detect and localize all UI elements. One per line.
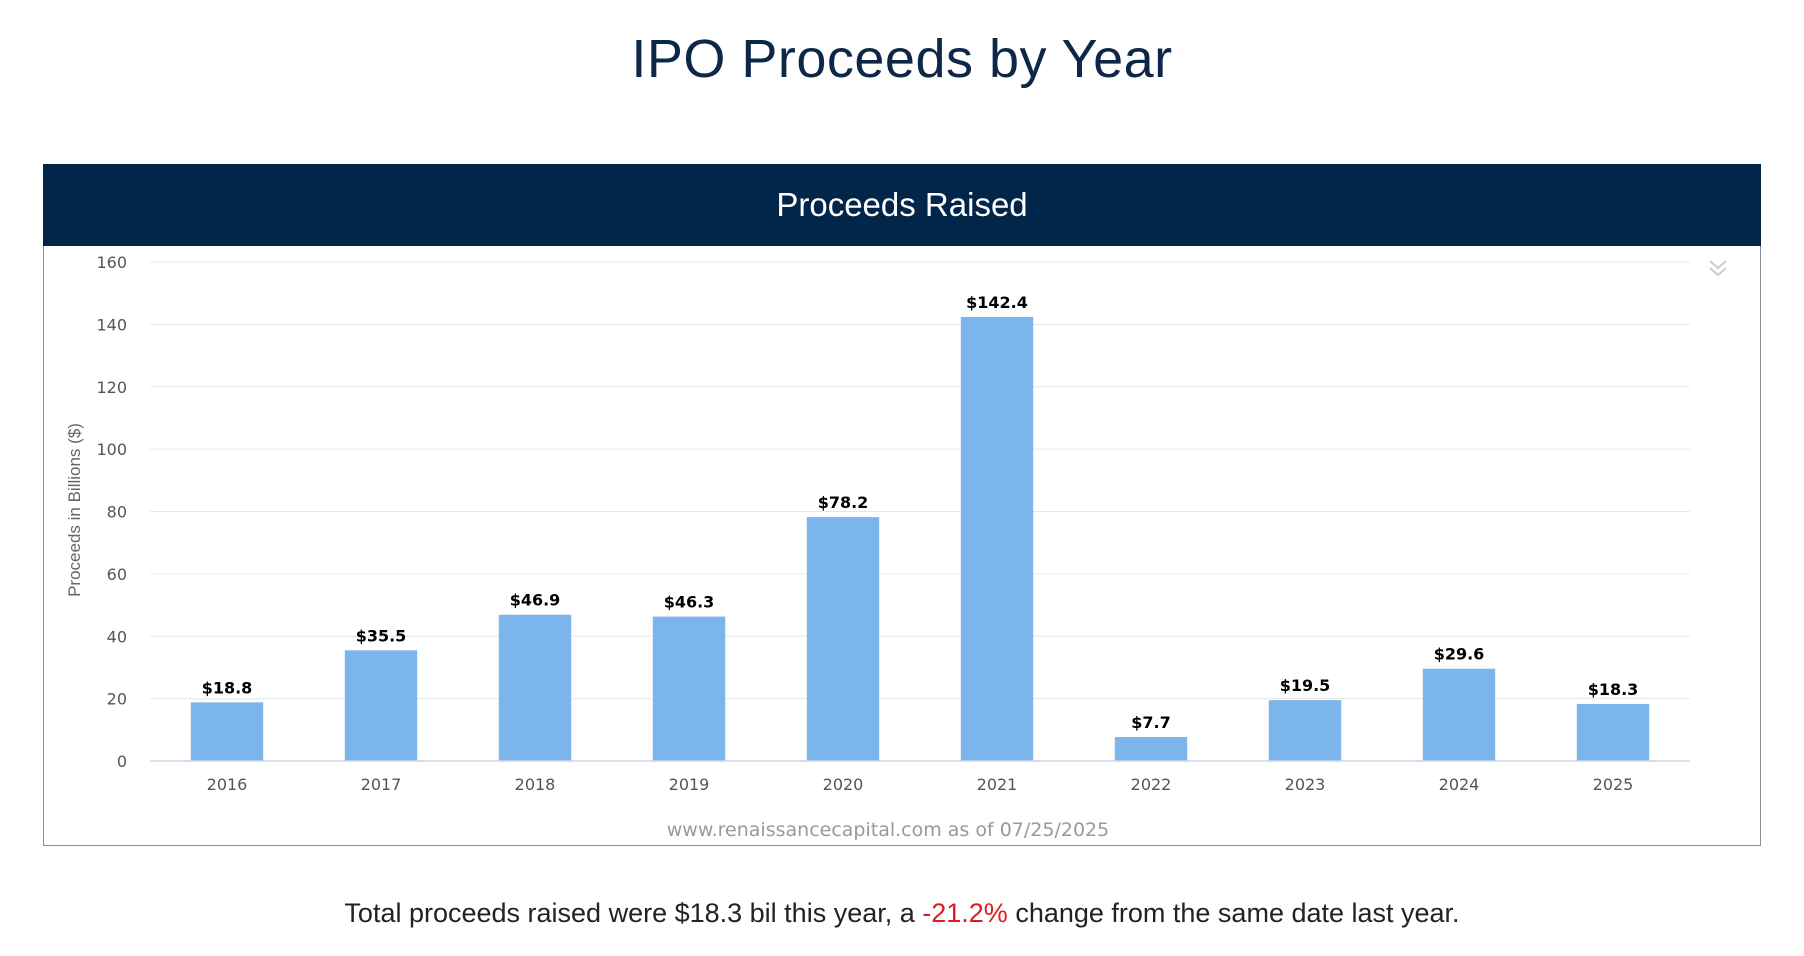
bar-2023[interactable] (1268, 700, 1342, 761)
x-tick-label: 2024 (1439, 775, 1480, 794)
data-label-2016: $18.8 (202, 678, 253, 697)
x-axis-ticks: 2016 2017 2018 2019 2020 2021 2022 2023 2024 2025 (207, 775, 1634, 794)
y-tick-label: 40 (107, 627, 127, 646)
x-tick-label: 2022 (1131, 775, 1172, 794)
bar-2025[interactable] (1576, 703, 1650, 761)
change-percent: -21.2% (922, 898, 1008, 928)
data-label-2017: $35.5 (356, 626, 407, 645)
bar-2017[interactable] (344, 650, 418, 761)
bar-2021[interactable] (960, 316, 1034, 761)
y-tick-label: 100 (96, 440, 127, 459)
y-tick-label: 120 (96, 378, 127, 397)
data-label-2024: $29.6 (1434, 645, 1485, 664)
summary-suffix: change from the same date last year. (1007, 898, 1460, 928)
y-tick-label: 60 (107, 565, 127, 584)
y-tick-label: 140 (96, 315, 127, 334)
x-tick-label: 2016 (207, 775, 248, 794)
x-tick-label: 2020 (823, 775, 864, 794)
bar-2018[interactable] (498, 614, 572, 761)
y-tick-label: 0 (117, 752, 127, 771)
y-tick-label: 20 (107, 690, 127, 709)
page-title: IPO Proceeds by Year (631, 29, 1173, 89)
chevron-double-down-icon[interactable] (1704, 255, 1732, 283)
bars (190, 316, 1650, 761)
bar-2024[interactable] (1422, 668, 1496, 761)
x-tick-label: 2023 (1285, 775, 1326, 794)
data-labels: $18.8 $35.5 $46.9 $46.3 $78.2 $142.4 $7.7 $19.5… (202, 293, 1639, 732)
data-label-2022: $7.7 (1131, 713, 1170, 732)
y-tick-label: 80 (107, 503, 127, 522)
y-axis-ticks: 0 20 40 60 80 100 120 140 160 (96, 253, 127, 771)
summary-prefix: Total proceeds raised were $18.3 bil thi… (344, 898, 923, 928)
bar-2020[interactable] (806, 517, 880, 761)
data-label-2023: $19.5 (1280, 676, 1331, 695)
data-label-2021: $142.4 (966, 293, 1028, 312)
y-axis-label: Proceeds in Billions ($) (65, 423, 84, 597)
data-label-2018: $46.9 (510, 591, 561, 610)
bar-2016[interactable] (190, 702, 264, 761)
data-label-2019: $46.3 (664, 593, 715, 612)
x-tick-label: 2021 (977, 775, 1018, 794)
summary-text: Total proceeds raised were $18.3 bil thi… (0, 898, 1804, 929)
x-tick-label: 2025 (1593, 775, 1634, 794)
chart-header: Proceeds Raised (43, 164, 1761, 246)
x-tick-label: 2017 (361, 775, 402, 794)
y-tick-label: 160 (96, 253, 127, 272)
bar-2019[interactable] (652, 616, 726, 761)
x-tick-label: 2019 (669, 775, 710, 794)
data-label-2025: $18.3 (1588, 680, 1639, 699)
x-tick-label: 2018 (515, 775, 556, 794)
bar-chart: 0 20 40 60 80 100 120 140 160 $18.8 $35.5 $46.9 $46… (65, 253, 1690, 841)
chart-credits: www.renaissancecapital.com as of 07/25/2… (667, 819, 1109, 841)
bar-2022[interactable] (1114, 736, 1188, 761)
gridlines (150, 261, 1690, 700)
data-label-2020: $78.2 (818, 493, 869, 512)
